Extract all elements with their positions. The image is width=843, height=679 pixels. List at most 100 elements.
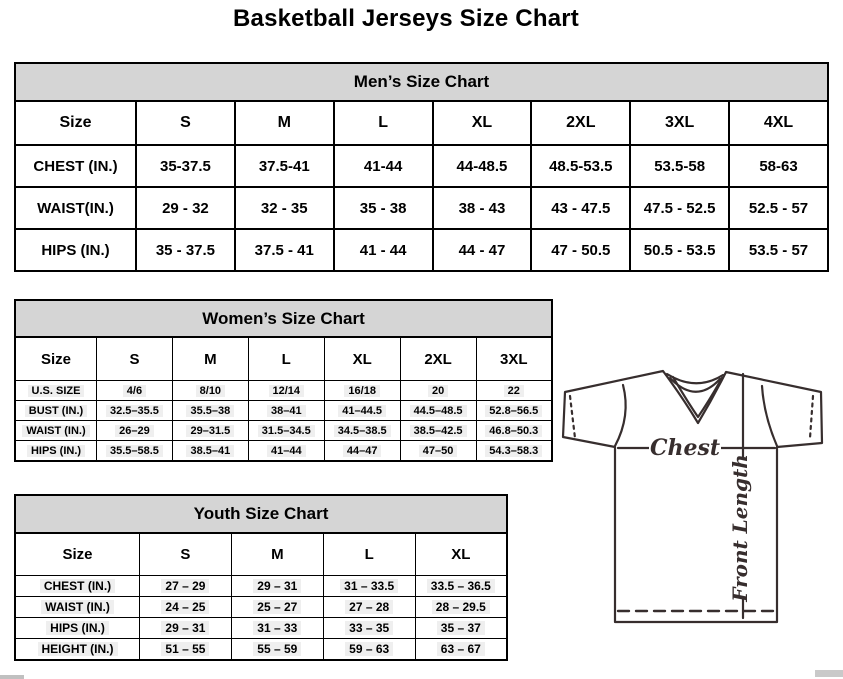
measurement-value: 22 xyxy=(475,380,553,401)
measurement-value: 46.8–50.3 xyxy=(475,420,553,441)
measurement-value: 47 - 50.5 xyxy=(530,228,632,272)
size-column-header: S xyxy=(135,100,236,146)
page-title: Basketball Jerseys Size Chart xyxy=(233,5,579,32)
youth-size-table: Size S M L XL CHEST (IN.) 27 – 29 29 – 31 31 – 3… xyxy=(14,532,508,661)
size-column-header: M xyxy=(171,336,249,381)
measurement-label: HIPS (IN.) xyxy=(14,440,97,462)
size-label-header: Size xyxy=(14,100,137,146)
measurement-value: 44-48.5 xyxy=(431,144,533,188)
size-column-header: S xyxy=(139,532,232,576)
collar-v-inner xyxy=(671,375,724,419)
measurement-value: 38–41 xyxy=(247,400,325,421)
measurement-value: 28 – 29.5 xyxy=(414,596,508,618)
measurement-value: 53.5-58 xyxy=(629,144,731,188)
measurement-value: 38.5–42.5 xyxy=(399,420,477,441)
jersey-measurement-diagram-icon: Chest Front Length xyxy=(561,369,824,624)
measurement-value: 35 – 37 xyxy=(414,617,508,639)
measurement-value: 52.8–56.5 xyxy=(475,400,553,421)
size-column-header: L xyxy=(322,532,416,576)
measurement-value: 44.5–48.5 xyxy=(399,400,477,421)
measurement-value: 35.5–58.5 xyxy=(96,440,173,462)
left-armhole-seam xyxy=(613,383,627,448)
measurement-value: 33 – 35 xyxy=(322,617,416,639)
measurement-label: U.S. SIZE xyxy=(14,380,97,401)
measurement-value: 41 - 44 xyxy=(332,228,434,272)
measurement-value: 12/14 xyxy=(247,380,325,401)
header-row: Size S M L XL xyxy=(14,532,508,576)
measurement-value: 54.3–58.3 xyxy=(475,440,553,462)
measurement-row: HIPS (IN.) 35 - 37.5 37.5 - 41 41 - 44 44 - … xyxy=(14,228,829,272)
measurement-label: WAIST (IN.) xyxy=(14,420,97,441)
header-row: Size S M L XL 2XL 3XL xyxy=(14,336,553,381)
measurement-value: 35 - 37.5 xyxy=(135,228,236,272)
chest-label-backdrop xyxy=(649,434,721,461)
measurement-value: 43 - 47.5 xyxy=(530,186,632,230)
measurement-value: 32.5–35.5 xyxy=(96,400,173,421)
measurement-value: 53.5 - 57 xyxy=(728,228,829,272)
measurement-value: 29 – 31 xyxy=(230,575,324,597)
measurement-row: CHEST (IN.) 27 – 29 29 – 31 31 – 33.5 33.5 –… xyxy=(14,575,508,597)
measurement-label: HIPS (IN.) xyxy=(14,228,137,272)
measurement-value: 29 - 32 xyxy=(135,186,236,230)
scrollbar-fragment-left[interactable] xyxy=(0,675,24,679)
size-label-header: Size xyxy=(14,532,140,576)
measurement-label: BUST (IN.) xyxy=(14,400,97,421)
womens-size-chart: Women’s Size Chart Size S M L XL 2XL 3XL U.S. S… xyxy=(14,299,553,462)
measurement-label: HIPS (IN.) xyxy=(14,617,140,639)
mens-size-table: Size S M L XL 2XL 3XL 4XL CHEST (IN.) 35-37.5 37.5… xyxy=(14,100,829,272)
size-column-header: 4XL xyxy=(728,100,829,146)
measurement-row: WAIST (IN.) 24 – 25 25 – 27 27 – 28 28 – 29.… xyxy=(14,596,508,618)
size-column-header: 2XL xyxy=(530,100,632,146)
measurement-value: 35.5–38 xyxy=(171,400,249,421)
measurement-value: 44–47 xyxy=(323,440,401,462)
measurement-value: 8/10 xyxy=(171,380,249,401)
measurement-value: 55 – 59 xyxy=(230,638,324,661)
measurement-value: 38 - 43 xyxy=(431,186,533,230)
measurement-value: 52.5 - 57 xyxy=(728,186,829,230)
measurement-value: 51 – 55 xyxy=(139,638,232,661)
measurement-value: 34.5–38.5 xyxy=(323,420,401,441)
measurement-value: 59 – 63 xyxy=(322,638,416,661)
size-column-header: XL xyxy=(431,100,533,146)
collar-arc-outer xyxy=(665,372,725,385)
measurement-value: 41–44 xyxy=(247,440,325,462)
measurement-value: 37.5-41 xyxy=(233,144,335,188)
measurement-value: 41-44 xyxy=(332,144,434,188)
youth-size-chart: Youth Size Chart Size S M L XL CHEST (IN.) 27 … xyxy=(14,494,508,661)
measurement-value: 44 - 47 xyxy=(431,228,533,272)
measurement-row: U.S. SIZE 4/6 8/10 12/14 16/18 20 22 xyxy=(14,380,553,401)
measurement-value: 29–31.5 xyxy=(171,420,249,441)
chest-label: Chest xyxy=(650,435,720,461)
womens-size-table: Size S M L XL 2XL 3XL U.S. SIZE 4/6 8/10 12/14 16/1… xyxy=(14,336,553,462)
size-label-header: Size xyxy=(14,336,97,381)
measurement-value: 63 – 67 xyxy=(414,638,508,661)
mens-size-chart-title: Men’s Size Chart xyxy=(14,62,829,100)
measurement-row: BUST (IN.) 32.5–35.5 35.5–38 38–41 41–44.5 44… xyxy=(14,400,553,421)
measurement-value: 27 – 28 xyxy=(322,596,416,618)
measurement-row: CHEST (IN.) 35-37.5 37.5-41 41-44 44-48.5 48.… xyxy=(14,144,829,188)
size-column-header: M xyxy=(230,532,324,576)
front-length-label-backdrop xyxy=(726,458,753,598)
measurement-value: 32 - 35 xyxy=(233,186,335,230)
header-row: Size S M L XL 2XL 3XL 4XL xyxy=(14,100,829,146)
measurement-value: 25 – 27 xyxy=(230,596,324,618)
mens-size-chart: Men’s Size Chart Size S M L XL 2XL 3XL 4XL CHEST… xyxy=(14,62,829,272)
right-sleeve-dashed-line xyxy=(808,394,815,440)
front-length-label-group: Front Length xyxy=(726,454,753,603)
measurement-label: HEIGHT (IN.) xyxy=(14,638,140,661)
measurement-value: 4/6 xyxy=(96,380,173,401)
measurement-value: 31 – 33.5 xyxy=(322,575,416,597)
scrollbar-fragment-right[interactable] xyxy=(815,670,843,677)
measurement-value: 47–50 xyxy=(399,440,477,462)
measurement-value: 33.5 – 36.5 xyxy=(414,575,508,597)
size-column-header: 3XL xyxy=(475,336,553,381)
measurement-label: CHEST (IN.) xyxy=(14,575,140,597)
measurement-label: WAIST (IN.) xyxy=(14,596,140,618)
measurement-value: 31.5–34.5 xyxy=(247,420,325,441)
left-sleeve-dashed-line xyxy=(568,394,577,440)
measurement-value: 48.5-53.5 xyxy=(530,144,632,188)
measurement-value: 20 xyxy=(399,380,477,401)
measurement-value: 35-37.5 xyxy=(135,144,236,188)
measurement-row: WAIST(IN.) 29 - 32 32 - 35 35 - 38 38 - 43 43… xyxy=(14,186,829,230)
size-column-header: 2XL xyxy=(399,336,477,381)
